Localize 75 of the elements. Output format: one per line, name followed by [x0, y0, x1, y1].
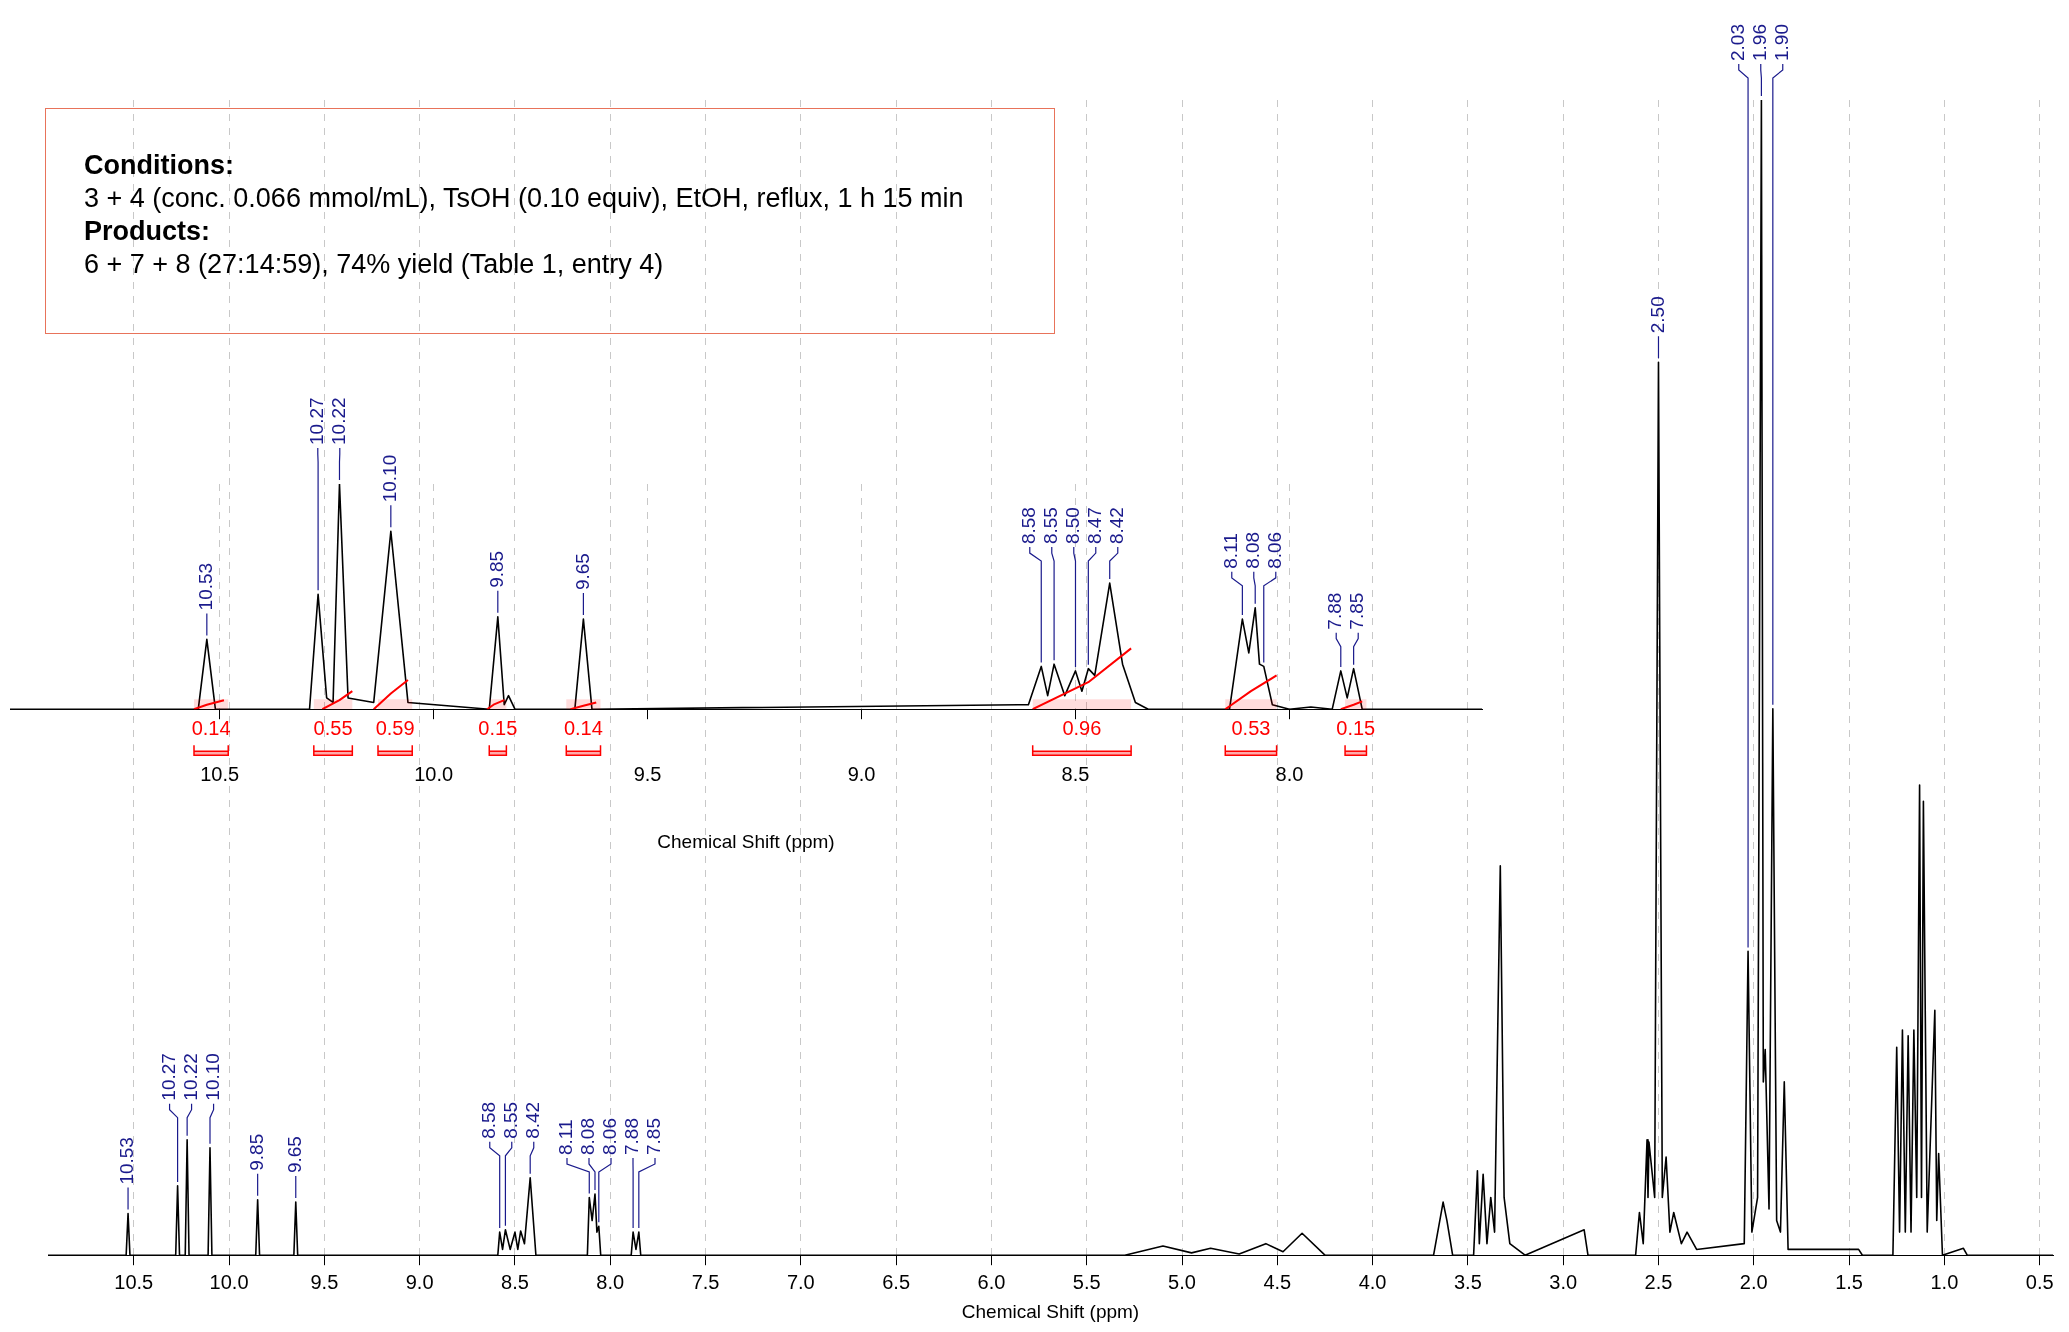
annotation: 10.27	[306, 397, 328, 445]
x-tick-label: 10.0	[209, 1270, 249, 1293]
x-tick-label: 8.5	[1061, 762, 1090, 785]
x-tick-label: 1.0	[1930, 1270, 1959, 1293]
x-tick-label: 1.5	[1835, 1270, 1863, 1293]
band-label: 0.15	[1336, 716, 1376, 739]
x-tick-label: 3.0	[1549, 1270, 1578, 1293]
x-tick-label: 2.5	[1644, 1270, 1673, 1293]
x-axis-title: Chemical Shift (ppm)	[657, 830, 835, 852]
annotation: 10.10	[201, 1053, 223, 1101]
annotation: 7.85	[643, 1117, 665, 1155]
annotation: 8.06	[599, 1117, 621, 1155]
x-tick-label: 10.0	[414, 762, 454, 785]
band-label: 0.14	[563, 716, 603, 739]
band-label: 0.55	[313, 716, 353, 739]
annotation: 8.08	[1242, 531, 1264, 569]
x-tick-label: 5.5	[1072, 1270, 1101, 1293]
annotation: 10.53	[116, 1137, 138, 1185]
annotation: 8.42	[522, 1101, 543, 1139]
x-tick-label: 8.5	[501, 1270, 529, 1293]
x-tick-label: 3.5	[1453, 1270, 1482, 1293]
annotation: 1.96	[1749, 24, 1770, 61]
x-axis-title: Chemical Shift (ppm)	[961, 1300, 1140, 1322]
x-tick-label: 6.5	[882, 1270, 911, 1293]
x-tick-label: 4.0	[1358, 1270, 1387, 1293]
x-tick-label: 10.5	[200, 762, 240, 785]
annotation: Conditions:	[84, 149, 235, 182]
annotation: 8.55	[1040, 507, 1062, 545]
annotation: 2.03	[1727, 24, 1748, 61]
x-tick-label: 6.0	[977, 1270, 1006, 1293]
annotation: 9.85	[486, 550, 508, 588]
annotation: 8.42	[1106, 507, 1128, 545]
x-tick-label: 8.0	[1275, 762, 1304, 785]
annotation: 8.58	[1018, 507, 1040, 545]
band-label: 0.59	[375, 716, 415, 739]
annotation: 2.50	[1646, 296, 1668, 334]
annotation: Products:	[84, 215, 211, 248]
annotation: 8.58	[478, 1101, 499, 1139]
x-tick-label: 2.0	[1739, 1270, 1768, 1293]
annotation: 7.88	[621, 1117, 643, 1155]
annotation: 10.22	[328, 397, 350, 445]
annotation: 8.08	[577, 1117, 599, 1155]
band-label: 0.15	[478, 716, 518, 739]
x-tick-label: 9.0	[847, 762, 876, 785]
x-tick-label: 8.0	[596, 1270, 625, 1293]
band-label: 0.14	[191, 716, 231, 739]
x-tick-label: 7.5	[691, 1270, 720, 1293]
annotation: 10.53	[195, 562, 217, 611]
x-tick-label: 5.0	[1168, 1270, 1196, 1293]
annotation: 1.90	[1771, 24, 1792, 61]
x-tick-label: 0.5	[2025, 1270, 2054, 1293]
x-tick-label: 10.5	[114, 1270, 154, 1293]
x-tick-label: 9.0	[405, 1270, 434, 1293]
annotation: 8.06	[1264, 531, 1286, 569]
annotation: 7.85	[1346, 592, 1368, 630]
annotation: 9.65	[571, 553, 593, 591]
annotation: 8.47	[1084, 507, 1106, 545]
x-tick-label: 9.5	[310, 1270, 339, 1293]
annotation: 8.11	[1220, 533, 1242, 569]
annotation: 8.11	[555, 1119, 577, 1155]
annotation: 8.55	[500, 1101, 521, 1139]
annotation: 6 + 7 + 8 (27:14:59), 74% yield (Table 1, entry 4)	[84, 248, 665, 281]
x-tick-label: 9.5	[633, 762, 662, 785]
annotation: 10.27	[157, 1053, 179, 1101]
x-tick-label: 7.0	[786, 1270, 815, 1293]
band-label: 0.53	[1231, 716, 1271, 739]
annotation: 7.88	[1324, 592, 1346, 630]
annotation: 9.65	[284, 1136, 305, 1174]
x-tick-label: 4.5	[1263, 1270, 1292, 1293]
annotation: 3 + 4 (conc. 0.066 mmol/mL), TsOH (0.10 equiv), EtOH, reflux, 1 h 15 min	[84, 182, 965, 215]
annotation: 9.85	[245, 1133, 267, 1171]
annotation: 10.22	[179, 1053, 201, 1101]
annotation: 10.10	[379, 454, 401, 503]
annotation: 8.50	[1062, 507, 1084, 545]
band-label: 0.96	[1062, 716, 1102, 739]
